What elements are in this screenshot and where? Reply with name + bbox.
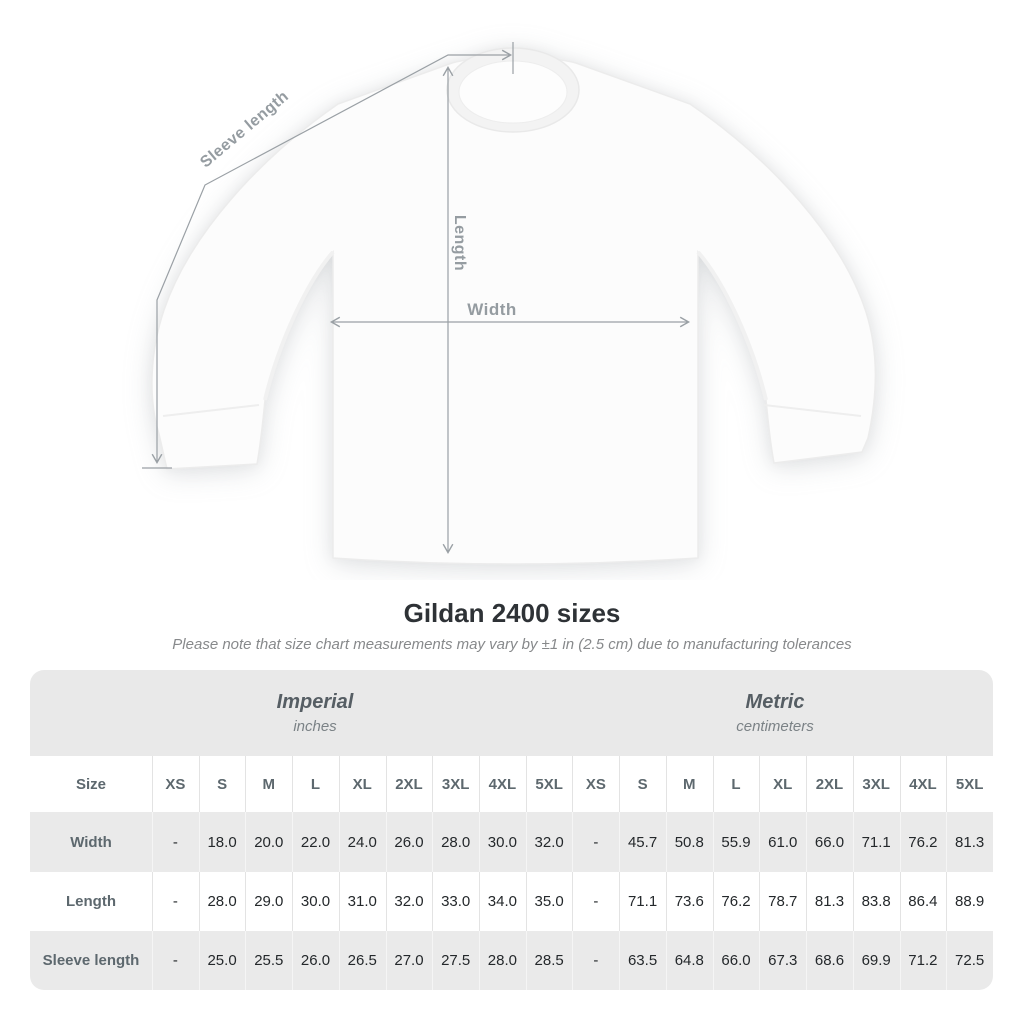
row-label-sleeve-length: Sleeve length bbox=[42, 952, 140, 969]
table-cell: 29.0 bbox=[245, 872, 292, 931]
table-cell: 26.0 bbox=[386, 812, 433, 872]
table-cell: 31.0 bbox=[339, 872, 386, 931]
size-header-metric-3xl: 3XL bbox=[853, 756, 900, 812]
imperial-group-unit: inches bbox=[293, 718, 337, 735]
table-cell: 35.0 bbox=[526, 872, 573, 931]
table-cell: 50.8 bbox=[666, 812, 713, 872]
table-cell: 73.6 bbox=[666, 872, 713, 931]
table-cell: 27.5 bbox=[432, 931, 479, 990]
size-header-imperial-3xl: 3XL bbox=[432, 756, 479, 812]
table-row-length: Length - 28.0 29.0 30.0 31.0 32.0 33.0 3… bbox=[30, 872, 993, 931]
size-table: Imperial inches Metric centimeters Size … bbox=[30, 670, 993, 990]
table-cell: 88.9 bbox=[946, 872, 993, 931]
size-header-imperial-s: S bbox=[199, 756, 246, 812]
table-cell: 71.1 bbox=[853, 812, 900, 872]
table-cell: 28.5 bbox=[526, 931, 573, 990]
group-header-imperial: Imperial inches bbox=[277, 691, 354, 735]
table-cell: 63.5 bbox=[619, 931, 666, 990]
size-header-metric-xl: XL bbox=[759, 756, 806, 812]
table-cell: 81.3 bbox=[806, 872, 853, 931]
group-header-metric: Metric centimeters bbox=[736, 691, 814, 735]
table-cell: 72.5 bbox=[946, 931, 993, 990]
table-cell: 26.0 bbox=[292, 931, 339, 990]
table-cell: 81.3 bbox=[946, 812, 993, 872]
table-cell: 69.9 bbox=[853, 931, 900, 990]
size-header-metric-2xl: 2XL bbox=[806, 756, 853, 812]
row-label-width: Width bbox=[70, 833, 112, 851]
table-cell: 22.0 bbox=[292, 812, 339, 872]
table-cell: 30.0 bbox=[479, 812, 526, 872]
size-header-metric-xs: XS bbox=[572, 756, 619, 812]
table-cell: 34.0 bbox=[479, 872, 526, 931]
table-row-sleeve-length: Sleeve length - 25.0 25.5 26.0 26.5 27.0… bbox=[30, 931, 993, 990]
unit-group-header-row: Imperial inches Metric centimeters bbox=[30, 670, 993, 756]
size-header-imperial-xs: XS bbox=[152, 756, 199, 812]
table-row-width: Width - 18.0 20.0 22.0 24.0 26.0 28.0 30… bbox=[30, 812, 993, 872]
table-cell: 24.0 bbox=[339, 812, 386, 872]
table-cell: 64.8 bbox=[666, 931, 713, 990]
size-column-header: Size bbox=[75, 775, 106, 793]
table-cell: 66.0 bbox=[713, 931, 760, 990]
table-cell: - bbox=[572, 931, 619, 990]
table-cell: 76.2 bbox=[900, 812, 947, 872]
size-header-imperial-5xl: 5XL bbox=[526, 756, 573, 812]
shirt-illustration bbox=[142, 42, 876, 565]
table-cell: 26.5 bbox=[339, 931, 386, 990]
table-cell: 25.5 bbox=[245, 931, 292, 990]
table-cell: 27.0 bbox=[386, 931, 433, 990]
size-header-metric-m: M bbox=[666, 756, 713, 812]
row-label-length: Length bbox=[66, 893, 116, 910]
size-header-row: Size XS S M L XL 2XL 3XL 4XL 5XL XS S M … bbox=[30, 756, 993, 812]
table-cell: 33.0 bbox=[432, 872, 479, 931]
table-cell: 45.7 bbox=[619, 812, 666, 872]
table-cell: 20.0 bbox=[245, 812, 292, 872]
size-header-imperial-4xl: 4XL bbox=[479, 756, 526, 812]
size-header-metric-s: S bbox=[619, 756, 666, 812]
table-cell: - bbox=[152, 812, 199, 872]
table-cell: 32.0 bbox=[526, 812, 573, 872]
page-title: Gildan 2400 sizes bbox=[403, 598, 621, 628]
table-cell: 71.2 bbox=[900, 931, 947, 990]
size-header-imperial-2xl: 2XL bbox=[386, 756, 433, 812]
table-cell: 55.9 bbox=[713, 812, 760, 872]
table-cell: 71.1 bbox=[619, 872, 666, 931]
shirt-measurement-diagram: Sleeve length Length Width bbox=[142, 42, 876, 565]
table-cell: 61.0 bbox=[759, 812, 806, 872]
size-header-imperial-xl: XL bbox=[339, 756, 386, 812]
table-cell: 30.0 bbox=[292, 872, 339, 931]
table-cell: - bbox=[572, 812, 619, 872]
table-cell: 76.2 bbox=[713, 872, 760, 931]
size-header-metric-l: L bbox=[713, 756, 760, 812]
size-header-imperial-l: L bbox=[292, 756, 339, 812]
imperial-group-name: Imperial bbox=[276, 691, 354, 713]
width-label: Width bbox=[467, 300, 517, 319]
table-cell: 68.6 bbox=[806, 931, 853, 990]
right-cuff-seam bbox=[763, 404, 862, 417]
table-cell: 78.7 bbox=[759, 872, 806, 931]
table-cell: 67.3 bbox=[759, 931, 806, 990]
tolerance-disclaimer: Please note that size chart measurements… bbox=[172, 636, 852, 653]
table-cell: 83.8 bbox=[853, 872, 900, 931]
sleeve-length-line bbox=[151, 49, 513, 465]
size-header-metric-5xl: 5XL bbox=[946, 756, 993, 812]
table-cell: 66.0 bbox=[806, 812, 853, 872]
table-cell: 86.4 bbox=[900, 872, 947, 931]
table-cell: 18.0 bbox=[199, 812, 246, 872]
size-header-metric-4xl: 4XL bbox=[900, 756, 947, 812]
table-cell: 32.0 bbox=[386, 872, 433, 931]
metric-group-unit: centimeters bbox=[736, 718, 814, 735]
table-cell: - bbox=[152, 931, 199, 990]
table-cell: 28.0 bbox=[432, 812, 479, 872]
table-cell: - bbox=[152, 872, 199, 931]
metric-group-name: Metric bbox=[745, 691, 805, 713]
table-cell: 28.0 bbox=[199, 872, 246, 931]
table-cell: 25.0 bbox=[199, 931, 246, 990]
length-label: Length bbox=[451, 214, 468, 272]
size-header-imperial-m: M bbox=[245, 756, 292, 812]
table-cell: - bbox=[572, 872, 619, 931]
table-cell: 28.0 bbox=[479, 931, 526, 990]
